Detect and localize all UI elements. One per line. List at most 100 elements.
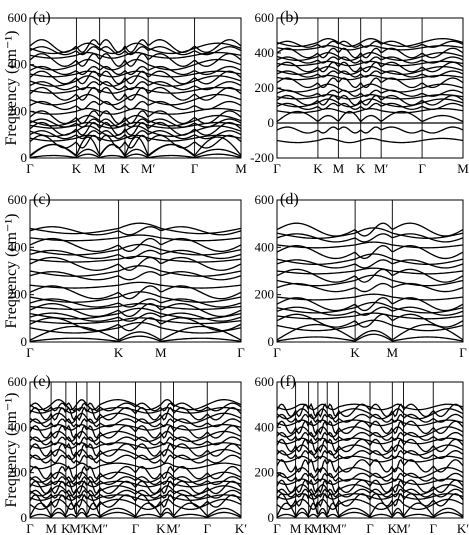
y-tick-label: 200 bbox=[255, 465, 275, 480]
band-3 bbox=[277, 313, 463, 328]
band-3 bbox=[30, 134, 241, 149]
band-19 bbox=[277, 47, 463, 59]
y-tick-label: 400 bbox=[8, 57, 28, 72]
band-10 bbox=[30, 114, 241, 127]
x-tick-label: Γ bbox=[203, 521, 211, 535]
x-tick-label: M bbox=[155, 345, 167, 360]
bands bbox=[30, 39, 241, 158]
band-15 bbox=[30, 86, 241, 101]
y-tick-label: 0 bbox=[21, 150, 28, 165]
panel-label: (f) bbox=[280, 373, 296, 390]
band-22 bbox=[30, 222, 241, 235]
x-tick-label: K′ bbox=[235, 521, 247, 535]
band-18 bbox=[277, 51, 463, 62]
band-12 bbox=[30, 281, 241, 289]
band-8 bbox=[277, 293, 463, 301]
band-12 bbox=[277, 74, 463, 81]
band-14 bbox=[277, 65, 463, 76]
x-tick-label: Γ bbox=[26, 521, 34, 535]
band-18 bbox=[30, 75, 241, 87]
x-tick-label: K bbox=[156, 521, 166, 535]
y-axis-label: Frequency (cm⁻¹) bbox=[3, 393, 20, 508]
band-5 bbox=[277, 102, 463, 111]
plot-frame bbox=[29, 17, 242, 159]
x-tick-label: Γ bbox=[132, 521, 140, 535]
x-tick-label: K bbox=[61, 521, 71, 535]
band-0 bbox=[277, 333, 463, 342]
y-tick-label: 600 bbox=[255, 10, 275, 25]
band-11 bbox=[30, 110, 241, 125]
band-2 bbox=[277, 319, 463, 332]
panel-label: (e) bbox=[33, 373, 51, 390]
y-tick-label: 0 bbox=[268, 115, 275, 130]
y-tick-label: 0 bbox=[268, 510, 275, 525]
x-tick-label: Γ bbox=[26, 345, 34, 360]
y-tick-label: 400 bbox=[255, 419, 275, 434]
band-25 bbox=[30, 46, 241, 56]
band-7 bbox=[30, 303, 241, 318]
x-tick-label: Γ bbox=[418, 161, 426, 176]
panel-c: 0 200 400 600 Γ K M Γ (c) Frequency (cm⁻¹) bbox=[3, 191, 245, 360]
band-6 bbox=[277, 98, 463, 108]
band-0 bbox=[30, 153, 241, 158]
band-20 bbox=[30, 234, 241, 242]
x-tick-label: K bbox=[323, 521, 333, 535]
x-tick-label: Γ bbox=[459, 345, 467, 360]
y-tick-label: 400 bbox=[255, 239, 275, 254]
band-0 bbox=[277, 137, 463, 144]
band-13 bbox=[277, 259, 463, 269]
band-8 bbox=[30, 303, 241, 310]
y-axis-label: Frequency (cm⁻¹) bbox=[3, 31, 20, 146]
band-13 bbox=[30, 271, 241, 281]
band-7 bbox=[30, 121, 241, 136]
band-16 bbox=[277, 60, 463, 67]
band-1 bbox=[277, 323, 463, 341]
x-tick-label: M bbox=[235, 161, 247, 176]
band-17 bbox=[277, 56, 463, 64]
band-4 bbox=[30, 317, 241, 325]
band-3 bbox=[30, 317, 241, 332]
x-tick-label: K bbox=[82, 521, 92, 535]
band-6 bbox=[277, 301, 463, 314]
y-tick-label: 400 bbox=[8, 239, 28, 254]
band-14 bbox=[30, 265, 241, 277]
x-tick-label: Γ bbox=[237, 345, 245, 360]
y-tick-label: 200 bbox=[255, 80, 275, 95]
plot-frame bbox=[276, 381, 464, 519]
band-2 bbox=[30, 321, 241, 334]
y-tick-label: 600 bbox=[8, 374, 28, 389]
band-16 bbox=[277, 241, 463, 249]
x-tick-label: M′ bbox=[166, 521, 181, 535]
x-tick-label: Γ bbox=[273, 521, 281, 535]
y-tick-label: 0 bbox=[21, 510, 28, 525]
x-tick-label: Γ bbox=[366, 521, 374, 535]
band-2 bbox=[30, 136, 241, 157]
band-14 bbox=[277, 253, 463, 266]
x-tick-label: Γ bbox=[273, 161, 281, 176]
x-tick-label: M′ bbox=[396, 521, 411, 535]
y-tick-label: 600 bbox=[8, 10, 28, 25]
x-tick-label: M′ bbox=[141, 161, 156, 176]
band-15 bbox=[30, 256, 241, 271]
y-tick-label: 0 bbox=[268, 334, 275, 349]
x-tick-label: K bbox=[72, 161, 82, 176]
band-10 bbox=[277, 83, 463, 93]
band-6 bbox=[30, 307, 241, 320]
band-10 bbox=[30, 291, 241, 303]
x-tick-label: K bbox=[120, 161, 130, 176]
plot-frame bbox=[29, 199, 242, 343]
band-21 bbox=[277, 40, 463, 48]
band-16 bbox=[30, 86, 241, 94]
x-tick-label: Γ bbox=[191, 161, 199, 176]
panel-label: (c) bbox=[33, 191, 51, 208]
y-tick-label: 400 bbox=[8, 419, 28, 434]
y-tick-label: 200 bbox=[8, 103, 28, 118]
y-tick-label: 0 bbox=[21, 334, 28, 349]
band-15 bbox=[277, 61, 463, 73]
panel-d: 0 200 400 600 Γ K M Γ (d) bbox=[255, 191, 468, 360]
band-13 bbox=[277, 70, 463, 78]
y-tick-label: 200 bbox=[8, 465, 28, 480]
band-8 bbox=[277, 93, 463, 100]
